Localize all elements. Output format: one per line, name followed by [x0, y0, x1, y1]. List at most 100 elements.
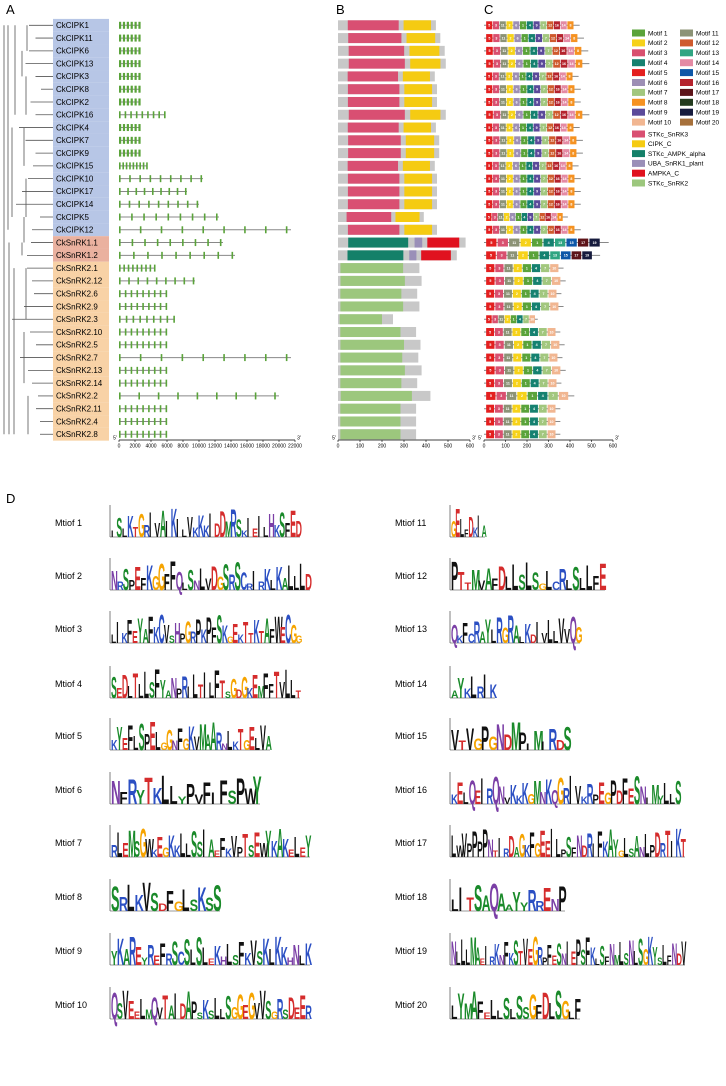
exon [186, 200, 189, 208]
motif-box [508, 110, 516, 119]
motif-box [503, 404, 512, 413]
motif-logo-letter: N [639, 843, 645, 860]
motif-logo-letter: V [194, 792, 203, 807]
motif-box [499, 174, 507, 183]
legend-motif-label: Motif 12 [696, 40, 720, 47]
motif-logo-letter: L [623, 834, 628, 864]
legend-motif-swatch [632, 98, 645, 106]
motif-box [528, 251, 539, 260]
motif-logo-letter: F [285, 520, 291, 542]
motif-logo-letter: E [249, 721, 255, 758]
exon [167, 200, 170, 208]
motif-logo-letter: V [142, 875, 151, 921]
motif-number: 7 [548, 49, 550, 53]
exon [192, 277, 195, 285]
motif-logo-letter: K [174, 842, 181, 861]
motif-box [560, 251, 571, 260]
exon [159, 417, 162, 425]
motif-number: 19 [593, 241, 597, 245]
motif-box [494, 328, 503, 337]
axis-a-tick-label: 0 [118, 444, 121, 450]
motif-logo-letter: Y [253, 769, 262, 813]
motif-logo-letter: D [508, 830, 514, 864]
exon [134, 124, 137, 132]
motif-box [560, 123, 567, 132]
protein-domain [348, 135, 401, 146]
motif-logo-letter: T [133, 668, 138, 706]
motif-number: 12 [548, 126, 552, 130]
motif-number: 12 [555, 62, 559, 66]
exon [131, 213, 133, 221]
motif-box [561, 200, 568, 209]
motif-logo-letter: L [133, 733, 139, 755]
motif-box [527, 200, 534, 209]
motif-box [545, 46, 552, 55]
motif-logo-letter: L [549, 998, 555, 1024]
motif-box [492, 225, 500, 234]
motif-logo-letter: N [451, 936, 457, 973]
motif-number: 3 [495, 36, 497, 40]
motif-box [554, 238, 566, 247]
motif-logo-letter: K [214, 941, 221, 972]
motif-logo-letter: T [681, 834, 686, 864]
gene-name-background [53, 261, 109, 275]
motif-logo-letter: L [117, 824, 123, 865]
exon [143, 213, 145, 221]
legend-motif-label: Motif 5 [648, 70, 668, 77]
motif-logo-letter: F [177, 721, 182, 756]
motif-logo-letter: A [634, 830, 640, 864]
motif-box [496, 251, 507, 260]
motif-box [551, 276, 561, 285]
motif-logo-letter: E [116, 685, 122, 702]
motif-logo-letter: R [166, 950, 173, 968]
motif-box [523, 59, 531, 68]
protein-domain [404, 96, 433, 107]
motif-logo-letter: R [549, 722, 558, 756]
motif-box [540, 187, 548, 196]
motif-logo-letter: P [519, 728, 527, 756]
motif-box [492, 174, 500, 183]
motif-box [547, 187, 554, 196]
motif-number: 7 [542, 420, 544, 424]
axis-a-tick-label: 18000 [256, 444, 270, 450]
motif-box [515, 213, 522, 221]
motif-number: 11 [502, 36, 506, 40]
motif-box [533, 161, 540, 170]
protein-domain [347, 173, 400, 184]
motif-logo-label: Mtiof 20 [395, 1000, 427, 1010]
motif-number: 12 [549, 190, 553, 194]
motif-logo-letter: V [575, 781, 581, 810]
protein-domain [340, 301, 404, 312]
motif-logo-letter: A [185, 985, 192, 1029]
motif-logo-letter: G [161, 741, 168, 753]
motif-box [513, 174, 520, 183]
gene-name: CkSnRK2.13 [56, 366, 103, 375]
motif-box [503, 289, 512, 298]
motif-box [540, 97, 548, 106]
exon [142, 328, 144, 336]
motif-logo-letter: Y [141, 957, 148, 969]
motif-logo-letter: R [496, 610, 503, 651]
motif-box [566, 238, 577, 247]
motif-logo-letter: G [557, 770, 564, 813]
motif-logo-letter: L [461, 932, 466, 974]
motif-box [503, 379, 512, 388]
gene-name: CkSnRK2.8 [56, 430, 98, 439]
motif-logo-letter: P [206, 610, 212, 651]
motif-box [519, 161, 526, 170]
motif-logo-letter: L [294, 831, 300, 863]
legend-motif-swatch [632, 79, 645, 86]
motif-box [495, 353, 504, 362]
motif-box [507, 136, 514, 145]
motif-box [571, 34, 578, 43]
motif-box [545, 110, 553, 119]
motif-logo-letter: E [208, 957, 215, 968]
protein-domain [340, 275, 405, 286]
motif-logo-letter: I [477, 508, 479, 544]
motif-logo-letter: G [528, 791, 536, 808]
motif-box [534, 174, 541, 183]
motif-logo-letter: S [282, 1007, 288, 1022]
motif-logo-letter: R [216, 727, 222, 755]
motif-logo-letter: L [155, 727, 160, 756]
motif-box [507, 34, 514, 43]
